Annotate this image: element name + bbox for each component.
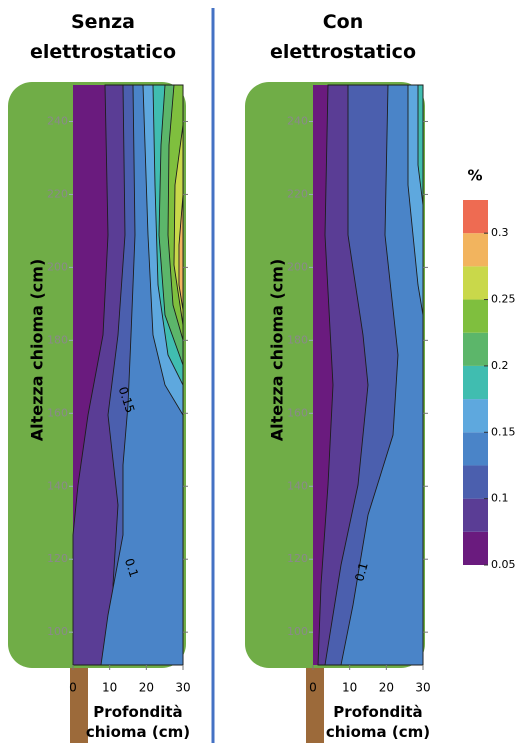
x-tick-label: 10 (342, 681, 357, 695)
colorbar-band (463, 499, 488, 532)
y-tick-label: 180 (47, 333, 68, 346)
colorbar-title: % (467, 167, 482, 185)
colorbar-tick-label: 0.2 (491, 359, 509, 372)
colorbar-band (463, 465, 488, 498)
y-axis-label: Altezza chioma (cm) (28, 259, 47, 442)
colorbar-band (463, 366, 488, 399)
y-tick-label: 100 (47, 625, 68, 638)
colorbar-tick-label: 0.3 (491, 226, 509, 239)
trunk (306, 668, 324, 743)
y-tick-label: 140 (47, 479, 68, 492)
x-tick-label: 20 (139, 681, 154, 695)
y-tick-label: 120 (47, 552, 68, 565)
y-tick-label: 220 (47, 187, 68, 200)
colorbar-band (463, 532, 488, 565)
y-tick-label: 160 (287, 406, 308, 419)
y-tick-label: 100 (287, 625, 308, 638)
y-tick-label: 220 (287, 187, 308, 200)
y-tick-label: 200 (47, 260, 68, 273)
y-axis-label: Altezza chioma (cm) (268, 259, 287, 442)
colorbar-tick-label: 0.15 (491, 425, 516, 438)
x-tick-label: 10 (102, 681, 117, 695)
x-tick-label: 30 (175, 681, 190, 695)
colorbar-band (463, 200, 488, 233)
figure: 0.150.11001201401601802002202400102030Al… (0, 0, 516, 743)
colorbar-band (463, 300, 488, 333)
contour-plot (313, 85, 423, 665)
colorbar-tick-label: 0.05 (491, 558, 516, 571)
x-tick-label: 0 (69, 681, 77, 695)
colorbar-tick-label: 0.1 (491, 492, 509, 505)
y-tick-label: 240 (287, 114, 308, 127)
x-tick-label: 30 (415, 681, 430, 695)
x-tick-label: 20 (379, 681, 394, 695)
y-tick-label: 140 (287, 479, 308, 492)
y-tick-label: 240 (47, 114, 68, 127)
colorbar-band (463, 399, 488, 432)
colorbar-tick-label: 0.25 (491, 293, 516, 306)
colorbar-band (463, 266, 488, 299)
colorbar-band (463, 233, 488, 266)
y-tick-label: 160 (47, 406, 68, 419)
y-tick-label: 200 (287, 260, 308, 273)
y-tick-label: 120 (287, 552, 308, 565)
x-tick-label: 0 (309, 681, 317, 695)
colorbar: 0.05 0.1 0.15 0.2 0.25 0.3% (463, 167, 516, 572)
colorbar-band (463, 432, 488, 465)
y-tick-label: 180 (287, 333, 308, 346)
colorbar-band (463, 333, 488, 366)
